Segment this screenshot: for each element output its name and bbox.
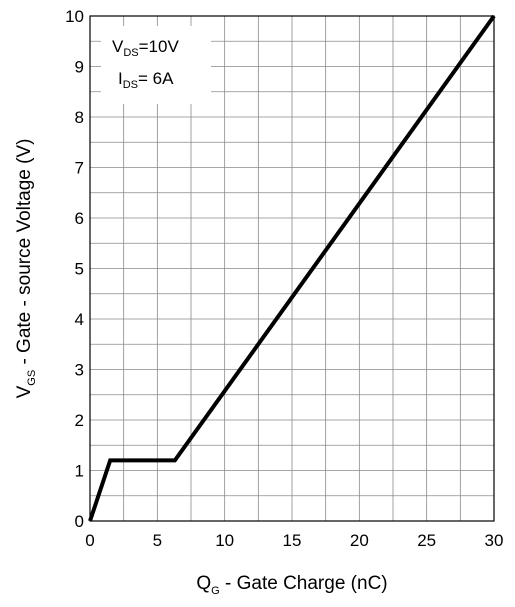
x-tick-label: 15 [283, 531, 302, 550]
x-tick-label: 5 [153, 531, 162, 550]
y-tick-label: 4 [75, 310, 84, 329]
y-axis-title-sub: GS [26, 370, 38, 386]
annotation-vds-main: V [112, 37, 124, 56]
y-tick-label: 3 [75, 361, 84, 380]
y-tick-label: 5 [75, 260, 84, 279]
annotation-ids-rest: = 6A [138, 69, 174, 88]
y-tick-label: 9 [75, 58, 84, 77]
y-tick-label: 1 [75, 462, 84, 481]
y-axis-title-main: V [14, 385, 35, 398]
y-tick-label: 10 [65, 7, 84, 26]
annotation-ids: IDS= 6A [118, 69, 174, 91]
x-tick-label: 25 [417, 531, 436, 550]
annotation-ids-sub: DS [123, 79, 138, 91]
x-tick-label: 10 [215, 531, 234, 550]
annotation-vds-rest: =10V [139, 37, 180, 56]
y-tick-label: 6 [75, 209, 84, 228]
annotation-vds: VDS=10V [112, 37, 179, 59]
vgs-series-line [88, 14, 496, 522]
x-axis-title-rest: - Gate Charge (nC) [220, 573, 388, 594]
x-tick-label: 20 [350, 531, 369, 550]
x-tick-label: 0 [85, 531, 94, 550]
x-axis-title-main: Q [196, 573, 211, 594]
annotation-ids-main: I [118, 69, 123, 88]
y-tick-label: 2 [75, 411, 84, 430]
y-tick-label: 8 [75, 108, 84, 127]
tick-labels: 0 5 10 15 20 25 30 0 1 2 3 4 5 6 7 8 9 10 [65, 7, 503, 550]
y-tick-label: 0 [75, 512, 84, 531]
y-axis-title: VGS - Gate - source Voltage (V) [14, 139, 38, 399]
annotation-background [101, 26, 211, 104]
series-layer [88, 14, 496, 522]
x-axis-title: QG - Gate Charge (nC) [196, 573, 387, 597]
x-axis-title-sub: G [211, 585, 220, 597]
annotation-vds-sub: DS [123, 47, 138, 59]
plot-frame [89, 15, 495, 522]
x-tick-label: 30 [485, 531, 504, 550]
y-axis-title-rest: - Gate - source Voltage (V) [14, 139, 35, 370]
y-tick-label: 7 [75, 159, 84, 178]
conditions-annotation [101, 26, 211, 104]
